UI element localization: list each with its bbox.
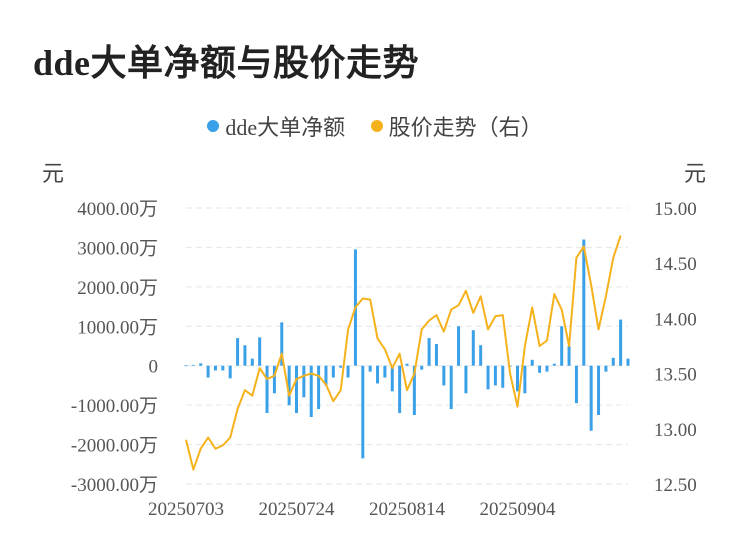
right-tick-label: 13.50	[654, 365, 697, 386]
left-tick-label: 1000.00万	[77, 317, 158, 338]
dde-bar	[545, 365, 549, 372]
dde-bar	[339, 365, 343, 368]
dde-bar	[582, 239, 586, 366]
dde-bar	[486, 365, 490, 390]
price-line	[185, 235, 622, 471]
legend-item-dde[interactable]: dde大单净额	[207, 110, 345, 142]
x-tick-label: 20250904	[480, 499, 557, 520]
left-tick-label: -1000.00万	[71, 396, 158, 417]
dde-bar	[213, 365, 217, 371]
legend-marker-dde	[207, 120, 220, 132]
dde-bar	[552, 363, 556, 366]
dde-bar	[199, 363, 203, 366]
dde-bar	[434, 344, 438, 366]
dde-bar	[567, 346, 571, 366]
left-tick-label: 0	[149, 357, 159, 378]
dde-bar	[574, 365, 578, 404]
dde-bar	[221, 365, 225, 371]
dde-bar	[250, 358, 254, 366]
dde-bar	[412, 365, 416, 415]
dde-bar	[449, 365, 453, 410]
dde-bar	[280, 322, 284, 366]
legend-marker-price	[370, 120, 383, 132]
dde-bar	[206, 365, 210, 378]
dde-bar	[493, 365, 497, 386]
dde-bar	[589, 365, 593, 431]
dde-bar	[427, 338, 431, 366]
dde-bar	[317, 365, 321, 410]
legend-label-dde: dde大单净额	[225, 115, 346, 140]
dde-bar	[324, 365, 328, 386]
dde-bar	[479, 345, 483, 366]
dde-bar	[523, 365, 527, 394]
dde-bar	[560, 326, 564, 366]
legend-item-price[interactable]: 股价走势（右）	[370, 110, 543, 142]
dde-bar	[538, 365, 542, 373]
dde-bar	[383, 365, 387, 378]
dde-bar	[420, 365, 424, 370]
dde-bar	[309, 365, 313, 417]
dde-bar	[258, 337, 262, 366]
dde-bar	[501, 365, 505, 388]
dde-bar	[464, 365, 468, 394]
left-tick-label: 3000.00万	[77, 238, 158, 259]
dde-bar	[346, 365, 350, 378]
dde-bar	[376, 365, 380, 384]
dde-bar	[405, 363, 409, 366]
dde-bar	[604, 365, 608, 372]
right-axis-unit: 元	[684, 161, 707, 186]
legend-label-price: 股价走势（右）	[388, 115, 543, 140]
dde-bar	[265, 365, 269, 414]
dde-bar	[530, 359, 534, 366]
dde-bar	[287, 365, 291, 406]
dde-bar	[236, 338, 240, 366]
dde-bar	[272, 365, 276, 394]
right-tick-label: 15.00	[654, 199, 697, 220]
dde-bar	[626, 358, 630, 366]
dde-bar	[619, 319, 623, 366]
dde-bar	[516, 365, 519, 392]
dde-bar	[611, 357, 615, 366]
dde-bar	[228, 365, 232, 379]
dde-bar	[390, 365, 394, 392]
dde-bar	[457, 326, 461, 366]
right-tick-label: 14.50	[654, 254, 697, 275]
dde-bar	[295, 365, 298, 414]
x-tick-label: 20250724	[259, 499, 336, 520]
dde-bar	[302, 365, 306, 398]
chart-title: dde大单净额与股价走势	[33, 43, 420, 83]
dde-bar	[597, 365, 601, 415]
dde-bar	[471, 330, 475, 366]
right-tick-label: 14.00	[654, 309, 697, 330]
right-tick-label: 13.00	[654, 420, 697, 441]
dde-bar	[184, 365, 188, 367]
left-axis-unit: 元	[42, 161, 65, 186]
dde-bar	[191, 364, 195, 366]
dde-bar	[243, 345, 247, 366]
legend: dde大单净额 股价走势（右）	[0, 110, 750, 142]
x-tick-label: 20250703	[148, 499, 224, 520]
left-tick-label: 2000.00万	[77, 278, 158, 299]
left-tick-label: -2000.00万	[71, 436, 158, 457]
x-tick-label: 20250814	[369, 499, 446, 520]
dde-bar	[331, 365, 335, 378]
dde-bar	[368, 365, 372, 372]
right-tick-label: 12.50	[654, 475, 697, 496]
dde-bar	[361, 365, 365, 459]
dde-bar	[398, 365, 402, 414]
left-tick-label: 4000.00万	[77, 199, 158, 220]
dde-bar	[442, 365, 446, 386]
left-tick-label: -3000.00万	[71, 475, 158, 496]
